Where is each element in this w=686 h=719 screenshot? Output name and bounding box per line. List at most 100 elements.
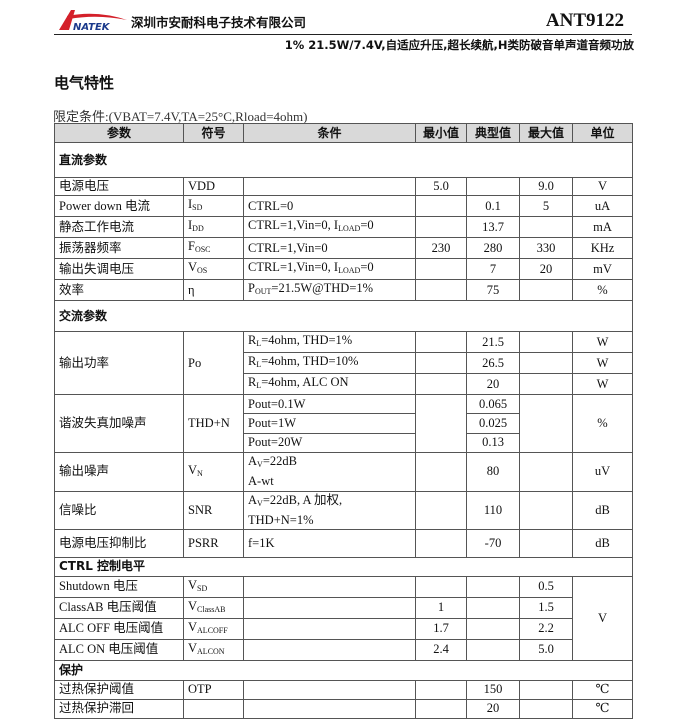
cell-min xyxy=(415,216,467,238)
table-row: 过热保护滞回 20 ℃ xyxy=(54,698,633,719)
cell-unit: ℃ xyxy=(572,698,633,719)
cell-max xyxy=(519,698,573,719)
cell-typ xyxy=(466,575,520,598)
cell-parameter: ALC ON 电压阈值 xyxy=(54,638,184,661)
cell-condition: Pout=20W xyxy=(243,432,416,453)
table-row: 电源电压抑制比 PSRR f=1K -70 dB xyxy=(54,528,633,558)
cell-condition xyxy=(243,679,416,700)
cell-typ: 0.065 xyxy=(466,393,520,415)
cell-symbol: FOSC xyxy=(183,237,244,259)
cell-min xyxy=(415,352,467,374)
table-row: RL=4ohm, THD=10% 26.5 W xyxy=(55,352,633,374)
column-header-parameter: 参数 xyxy=(54,123,184,143)
cell-max: 5.0 xyxy=(519,638,573,661)
company-name: 深圳市安耐科电子技术有限公司 xyxy=(131,15,307,30)
cell-max xyxy=(519,373,573,395)
table-row: 静态工作电流 IDD CTRL=1,Vin=0, ILOAD=0 13.7 mA xyxy=(54,216,633,238)
cell-min: 2.4 xyxy=(415,638,467,661)
cell-unit: W xyxy=(572,331,633,353)
cell-parameter: 输出噪声 xyxy=(54,451,184,492)
cell-typ xyxy=(466,596,520,619)
cell-condition: Pout=1W xyxy=(243,413,416,434)
cell-max: 0.5 xyxy=(519,575,573,598)
cell-parameter: 谐波失真加噪声 xyxy=(54,394,184,453)
table-row: ALC OFF 电压阈值 VALCOFF 1.7 2.2 xyxy=(54,617,633,640)
section-row: 保护 xyxy=(54,659,633,681)
cell-min xyxy=(415,373,467,395)
cell-unit: uA xyxy=(572,195,633,217)
cell-min xyxy=(415,195,467,217)
cell-condition: AV=22dB A-wt xyxy=(243,451,416,492)
cell-typ: 21.5 xyxy=(466,331,520,353)
cell-condition: CTRL=1,Vin=0, ILOAD=0 xyxy=(243,216,416,238)
cell-parameter: ALC OFF 电压阈值 xyxy=(54,617,184,640)
cell-unit: uV xyxy=(572,451,633,492)
cell-symbol: VN xyxy=(183,451,244,492)
cell-symbol xyxy=(183,698,244,719)
cell-condition: RL=4ohm, ALC ON xyxy=(243,373,416,395)
svg-text:NATEK: NATEK xyxy=(73,22,111,32)
cell-symbol: ISD xyxy=(183,195,244,217)
cell-symbol: THD+N xyxy=(183,394,244,453)
table-row: 过热保护阈值 OTP 150 ℃ xyxy=(54,679,633,700)
document-subtitle: 1% 21.5W/7.4V,自适应升压,超长续航,H类防破音单声道音频功放 xyxy=(284,38,634,52)
cell-typ: 26.5 xyxy=(466,352,520,374)
cell-unit: dB xyxy=(572,528,633,558)
cell-min xyxy=(415,698,467,719)
cell-typ: 0.1 xyxy=(466,195,520,217)
cell-condition xyxy=(243,596,416,619)
cell-typ: 0.13 xyxy=(466,432,520,453)
cell-condition: Pout=0.1W xyxy=(243,393,416,415)
column-header-typ: 典型值 xyxy=(466,123,520,143)
cell-min xyxy=(415,679,467,700)
cell-condition: RL=4ohm, THD=10% xyxy=(243,352,416,374)
cell-parameter: 效率 xyxy=(54,279,184,301)
cell-symbol: OTP xyxy=(183,679,244,700)
cell-max xyxy=(519,216,573,238)
cell-parameter: 信噪比 xyxy=(54,490,184,530)
section-row: 交流参数 xyxy=(54,300,633,332)
cell-unit: W xyxy=(572,352,633,374)
cell-parameter: 过热保护阈值 xyxy=(54,679,184,700)
cell-symbol: VSD xyxy=(183,575,244,598)
cell-max xyxy=(519,679,573,700)
cell-condition xyxy=(243,698,416,719)
cell-unit: V xyxy=(572,575,633,661)
cell-max: 20 xyxy=(519,258,573,280)
cell-condition xyxy=(243,617,416,640)
cell-typ: 7 xyxy=(466,258,520,280)
cell-unit: % xyxy=(572,279,633,301)
table-row: ClassAB 电压阈值 VClassAB 1 1.5 xyxy=(54,596,633,619)
cell-typ: 0.025 xyxy=(466,413,520,434)
cell-parameter: 静态工作电流 xyxy=(54,216,184,238)
cell-symbol: VOS xyxy=(183,258,244,280)
cell-unit: dB xyxy=(572,490,633,530)
cell-unit: V xyxy=(572,177,633,196)
cell-unit: % xyxy=(572,394,633,453)
cell-symbol: IDD xyxy=(183,216,244,238)
cell-min xyxy=(415,331,467,353)
cell-parameter: 电源电压抑制比 xyxy=(54,528,184,558)
cell-typ: 20 xyxy=(466,698,520,719)
cell-condition: AV=22dB, A 加权, THD+N=1% xyxy=(243,490,416,530)
table-row: Shutdown 电压 VSD 0.5 V xyxy=(54,575,633,661)
cell-max: 1.5 xyxy=(519,596,573,619)
cell-parameter: 振荡器频率 xyxy=(54,237,184,259)
cell-max xyxy=(519,451,573,492)
section-heading: 交流参数 xyxy=(54,300,633,332)
table-row: 谐波失真加噪声 THD+N Pout=0.1W 0.065% xyxy=(54,393,633,453)
cell-max xyxy=(519,528,573,558)
cell-symbol: η xyxy=(183,279,244,301)
cell-condition xyxy=(243,638,416,661)
cell-condition: CTRL=1,Vin=0 xyxy=(243,237,416,259)
cell-typ: 20 xyxy=(466,373,520,395)
cell-unit: W xyxy=(572,373,633,395)
section-title: 电气特性 xyxy=(54,74,115,92)
natek-logo: NATEK xyxy=(59,10,127,32)
cell-condition xyxy=(243,575,416,598)
section-heading: 保护 xyxy=(54,659,633,681)
cell-typ xyxy=(466,177,520,196)
cell-max xyxy=(519,279,573,301)
cell-min: 5.0 xyxy=(415,177,467,196)
cell-symbol: PSRR xyxy=(183,528,244,558)
